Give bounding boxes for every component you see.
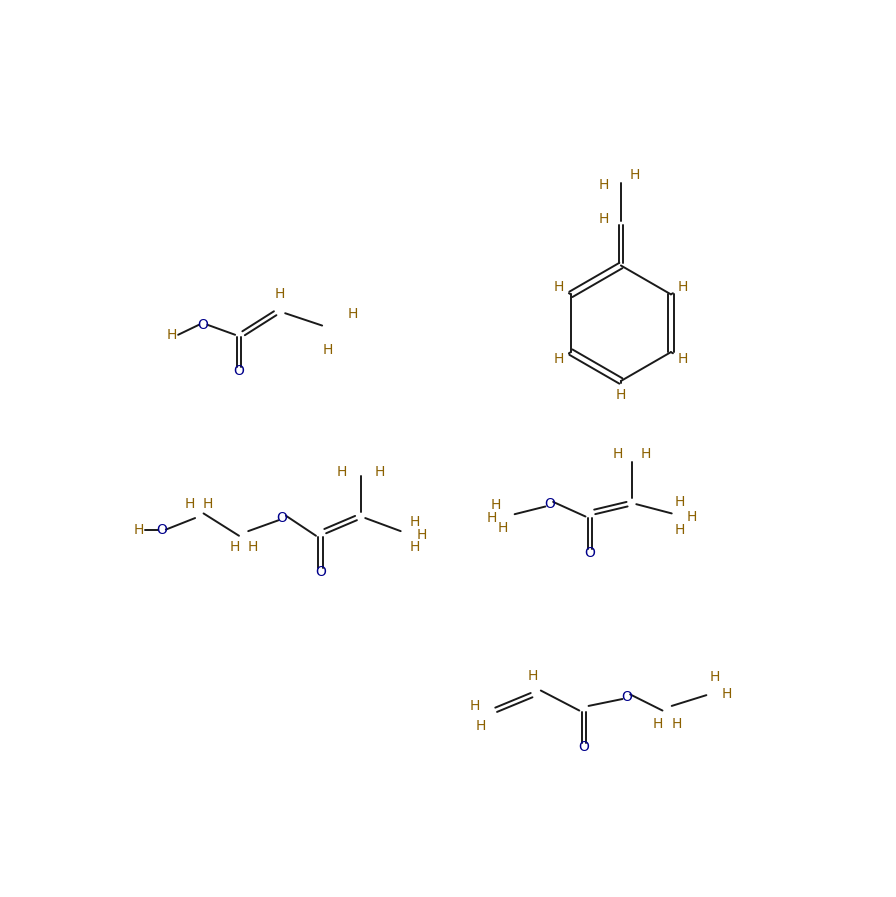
Text: H: H	[721, 687, 731, 701]
Text: H: H	[675, 523, 685, 536]
Text: O: O	[277, 511, 288, 525]
Text: O: O	[579, 740, 590, 753]
Text: O: O	[585, 545, 596, 560]
Text: H: H	[409, 540, 419, 554]
Text: H: H	[375, 465, 385, 479]
Text: H: H	[487, 511, 496, 525]
Text: H: H	[677, 281, 688, 294]
Text: H: H	[409, 515, 419, 529]
Text: O: O	[234, 364, 245, 378]
Text: O: O	[157, 523, 168, 536]
Text: H: H	[470, 699, 479, 713]
Text: O: O	[544, 497, 555, 511]
Text: H: H	[616, 388, 626, 402]
Text: H: H	[203, 497, 213, 511]
Text: H: H	[686, 510, 697, 524]
Text: O: O	[315, 565, 326, 579]
Text: H: H	[652, 717, 663, 731]
Text: H: H	[134, 523, 144, 536]
Text: H: H	[599, 213, 609, 226]
Text: H: H	[348, 307, 358, 321]
Text: H: H	[613, 447, 623, 461]
Text: H: H	[247, 540, 258, 554]
Text: H: H	[476, 719, 486, 733]
Text: H: H	[498, 521, 508, 535]
Text: H: H	[527, 669, 538, 683]
Text: H: H	[336, 465, 347, 479]
Text: H: H	[671, 717, 682, 731]
Text: H: H	[641, 447, 650, 461]
Text: H: H	[599, 178, 609, 192]
Text: H: H	[323, 344, 333, 357]
Text: H: H	[630, 168, 640, 181]
Text: H: H	[274, 287, 285, 301]
Text: H: H	[417, 528, 427, 542]
Text: H: H	[490, 498, 501, 512]
Text: H: H	[167, 327, 177, 342]
Text: H: H	[229, 540, 239, 554]
Text: H: H	[554, 281, 564, 294]
Text: O: O	[621, 690, 632, 703]
Text: O: O	[197, 318, 208, 332]
Text: H: H	[554, 352, 564, 366]
Text: H: H	[677, 352, 688, 366]
Text: H: H	[185, 497, 195, 511]
Text: H: H	[710, 670, 720, 684]
Text: H: H	[675, 495, 685, 509]
